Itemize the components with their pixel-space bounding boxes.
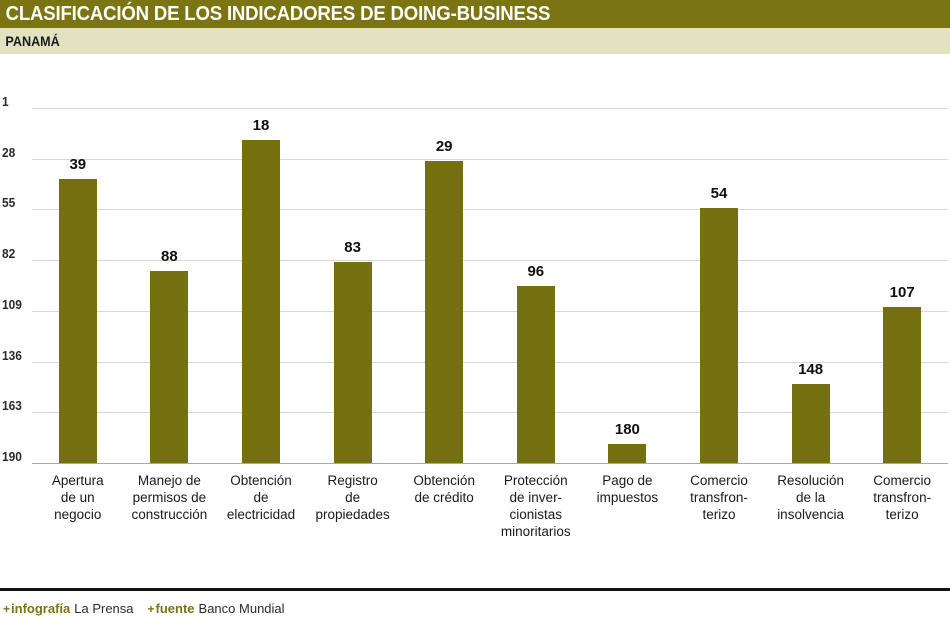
bar[interactable]: [700, 207, 738, 463]
y-axis-tick: 55: [2, 195, 16, 211]
chart-canvas: 1 28 55 82 109 136 163 190 Apertura de un negoc…: [0, 54, 950, 549]
category-label: Protección de inver- cionistas minoritar…: [500, 473, 571, 539]
credit-value: La Prensa: [74, 600, 134, 616]
gridline: [32, 108, 948, 109]
bar-value-label: 88: [161, 248, 178, 266]
bar[interactable]: [242, 139, 280, 463]
y-axis-tick: 82: [2, 246, 16, 262]
bar[interactable]: [791, 384, 830, 463]
y-axis-tick: 1: [2, 94, 9, 109]
bar[interactable]: [516, 286, 555, 463]
country-subtitle: PANAMÁ: [5, 33, 60, 49]
category-label: Resolución de la insolvencia: [777, 473, 844, 522]
gridline: [32, 158, 948, 160]
y-axis-tick: 136: [2, 347, 22, 363]
bar-value-label: 148: [798, 361, 824, 379]
category-label: Apertura de un negocio: [51, 473, 104, 522]
category-label: Comercio transfron- terizo: [690, 473, 748, 522]
bar-value-label: 83: [344, 239, 361, 257]
y-axis-tick: 28: [2, 144, 16, 160]
bar-value-label: 96: [527, 263, 545, 281]
gridline: [32, 209, 948, 211]
y-axis-tick: 190: [2, 449, 22, 464]
category-label: Comercio transfron- terizo: [873, 473, 932, 522]
credit-item: + infografía La Prensa: [3, 601, 134, 616]
bar-value-label: 18: [252, 116, 270, 134]
gridline: [32, 310, 948, 312]
gridline: [32, 260, 948, 262]
category-label: Obtención de electricidad: [226, 473, 296, 522]
bar-value-label: 54: [710, 184, 728, 202]
bar[interactable]: [608, 444, 647, 463]
y-axis-tick: 109: [2, 296, 22, 312]
bar-value-label: 107: [889, 284, 915, 302]
credit-key: infografía: [11, 600, 71, 616]
page-title: CLASIFICACIÓN DE LOS INDICADORES DE DOIN…: [5, 2, 551, 25]
y-axis-tick: 163: [2, 398, 22, 414]
credit-key: fuente: [155, 600, 195, 616]
category-label: Registro de propiedades: [315, 473, 390, 522]
gridline: [32, 361, 948, 363]
category-label: Pago de impuestos: [596, 473, 659, 505]
gridline: [32, 412, 948, 414]
bar-value-label: 180: [614, 421, 640, 439]
gridline: [32, 463, 948, 464]
subtitle-band: PANAMÁ: [0, 28, 950, 54]
bar[interactable]: [150, 271, 189, 463]
bar[interactable]: [425, 160, 464, 463]
credit-marker-icon: +: [147, 601, 155, 616]
bar[interactable]: [58, 179, 97, 463]
credit-item: + fuente Banco Mundial: [148, 601, 285, 616]
credit-marker-icon: +: [3, 601, 11, 616]
plot-area: [32, 108, 948, 464]
bar[interactable]: [883, 307, 922, 463]
category-label: Obtención de crédito: [413, 473, 475, 505]
footer-divider: [0, 588, 950, 591]
bar-value-label: 29: [435, 137, 453, 155]
footer-credits: + infografía La Prensa + fuente Banco Mundial: [0, 597, 950, 619]
title-band: CLASIFICACIÓN DE LOS INDICADORES DE DOIN…: [0, 0, 950, 28]
bar[interactable]: [333, 262, 372, 463]
credit-value: Banco Mundial: [198, 600, 285, 616]
bar-value-label: 39: [69, 156, 87, 174]
category-label: Manejo de permisos de construcción: [131, 473, 208, 522]
